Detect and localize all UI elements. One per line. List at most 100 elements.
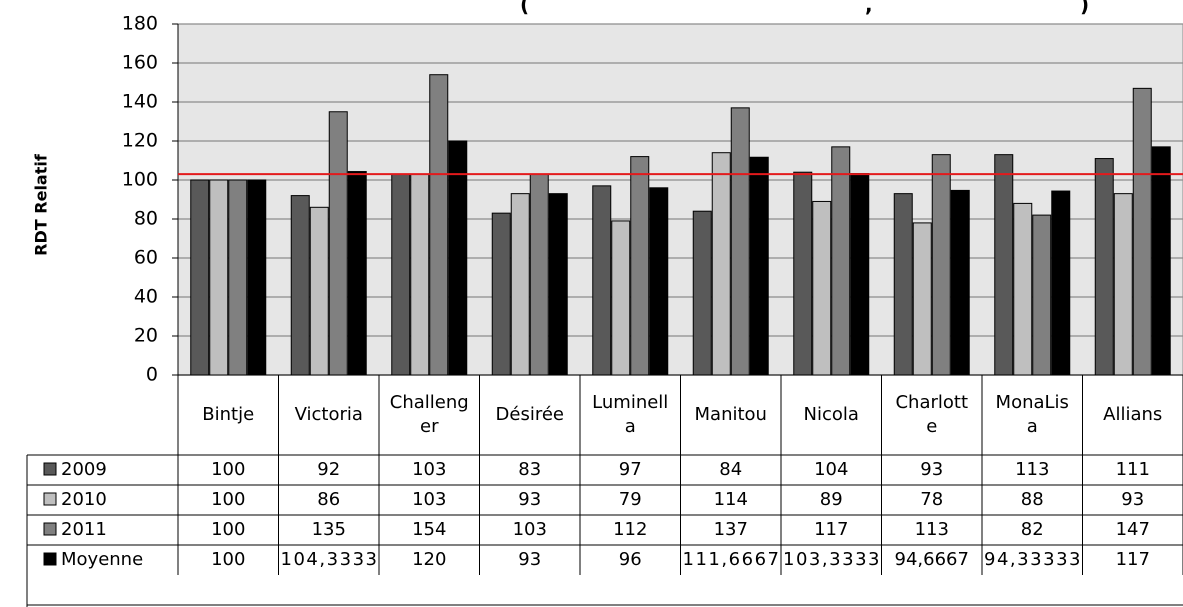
legend-swatch — [43, 462, 57, 476]
category-label: Désirée — [496, 404, 564, 425]
data-cell: 97 — [619, 459, 642, 480]
bar-2011 — [529, 173, 549, 376]
chart-title-fragment: ( — [520, 0, 529, 17]
data-cell: 92 — [317, 459, 340, 480]
chart-title-fragment: ) — [1080, 0, 1089, 17]
data-cell: 100 — [211, 459, 245, 480]
bar-moyenne — [247, 179, 267, 376]
data-cell: 117 — [1116, 549, 1150, 570]
bar-2009 — [692, 210, 712, 376]
bar-2011 — [228, 179, 248, 376]
bar-2010 — [711, 152, 731, 376]
category-label: Charlott — [895, 392, 968, 413]
series-name: 2011 — [61, 519, 107, 540]
bar-2011 — [730, 107, 750, 376]
data-cell: 112 — [613, 519, 647, 540]
bar-2009 — [290, 195, 310, 376]
data-cell: 113 — [1015, 459, 1049, 480]
data-cell: 100 — [211, 489, 245, 510]
bar-moyenne — [649, 187, 669, 376]
data-cell: 103 — [513, 519, 547, 540]
bar-2009 — [491, 212, 511, 376]
y-tick-label: 120 — [122, 130, 158, 152]
data-cell: 111 — [1116, 459, 1150, 480]
data-cell: 103,3333 — [783, 549, 880, 570]
series-name: Moyenne — [61, 549, 143, 570]
bar-2010 — [912, 222, 932, 376]
bar-2011 — [931, 154, 951, 376]
data-cell: 154 — [412, 519, 446, 540]
data-cell: 104,3333 — [281, 549, 378, 570]
y-tick-label: 160 — [122, 52, 158, 74]
data-table: Bintje Victoria Challeng er Désirée Luminell a… — [26, 374, 1183, 607]
category-label: Victoria — [295, 404, 363, 425]
category-label: er — [420, 416, 439, 437]
y-tick-label: 20 — [134, 325, 158, 347]
data-cell: 94,33333 — [984, 549, 1081, 570]
category-label: Luminell — [592, 392, 668, 413]
y-tick-label: 140 — [122, 91, 158, 113]
legend-swatch — [43, 492, 57, 506]
data-cell: 120 — [412, 549, 446, 570]
y-tick-label: 40 — [134, 286, 158, 308]
category-label: a — [625, 416, 636, 437]
data-cell: 103 — [412, 489, 446, 510]
bar-2011 — [1132, 87, 1152, 376]
category-label: Allians — [1103, 404, 1162, 425]
bar-moyenne — [448, 140, 468, 376]
category-label: a — [1027, 416, 1038, 437]
category-label: Challeng — [390, 392, 469, 413]
plot-area: 0 20 40 60 80 100 120 140 160 180 — [122, 13, 1183, 386]
bar-moyenne — [950, 189, 970, 376]
y-tick-label: 100 — [122, 169, 158, 191]
bar-moyenne — [548, 193, 568, 376]
data-cell: 78 — [920, 489, 943, 510]
bar-moyenne — [749, 156, 769, 376]
data-cell: 94,6667 — [895, 549, 969, 570]
data-cell: 79 — [619, 489, 642, 510]
bar-2010 — [209, 179, 229, 376]
y-tick-label: 60 — [134, 247, 158, 269]
category-label: e — [926, 416, 937, 437]
bar-2011 — [429, 74, 449, 376]
bar-2009 — [190, 179, 210, 376]
data-cell: 137 — [714, 519, 748, 540]
data-cell: 93 — [518, 549, 541, 570]
y-axis-label: RDT Relatif — [32, 153, 51, 256]
data-cell: 82 — [1021, 519, 1044, 540]
data-cell: 86 — [317, 489, 340, 510]
bar-2009 — [592, 185, 612, 376]
data-cell: 88 — [1021, 489, 1044, 510]
bar-2010 — [1113, 193, 1133, 376]
bar-2009 — [391, 173, 411, 376]
data-cell: 84 — [719, 459, 742, 480]
data-cell: 93 — [920, 459, 943, 480]
bar-2011 — [328, 111, 348, 376]
data-cell: 96 — [619, 549, 642, 570]
bar-2009 — [1094, 158, 1114, 376]
data-cell: 93 — [1121, 489, 1144, 510]
bar-2011 — [831, 146, 851, 376]
data-cell: 113 — [915, 519, 949, 540]
bar-2011 — [1032, 214, 1052, 376]
data-cell: 83 — [518, 459, 541, 480]
data-cell: 114 — [714, 489, 748, 510]
data-cell: 100 — [211, 519, 245, 540]
bar-2010 — [611, 220, 631, 376]
data-cell: 89 — [820, 489, 843, 510]
bar-2010 — [1013, 202, 1033, 376]
data-cell: 104 — [814, 459, 848, 480]
bar-2009 — [893, 193, 913, 376]
data-cell: 103 — [412, 459, 446, 480]
legend-swatch — [43, 552, 57, 566]
category-label: MonaLis — [996, 392, 1069, 413]
series-name: 2009 — [61, 459, 107, 480]
chart-title-fragment: , — [865, 0, 873, 17]
data-cell: 135 — [312, 519, 346, 540]
y-tick-label: 80 — [134, 208, 158, 230]
bar-2009 — [994, 154, 1014, 376]
bar-2010 — [309, 206, 329, 376]
data-cell: 100 — [211, 549, 245, 570]
bar-2009 — [793, 171, 813, 376]
